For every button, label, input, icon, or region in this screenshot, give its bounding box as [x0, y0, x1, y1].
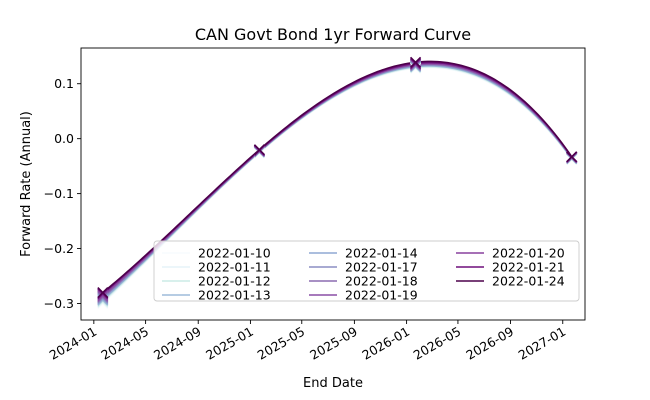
legend-label: 2022-01-19	[345, 288, 418, 303]
legend-label: 2022-01-11	[198, 260, 271, 275]
legend: 2022-01-102022-01-112022-01-122022-01-13…	[153, 240, 580, 303]
axes-frame	[80, 47, 586, 321]
y-tick-label: −0.2	[44, 241, 74, 256]
legend-label: 2022-01-13	[198, 288, 271, 303]
legend-label: 2022-01-10	[198, 246, 271, 261]
legend-label: 2022-01-20	[492, 246, 565, 261]
legend-label: 2022-01-24	[492, 274, 565, 289]
data-point-10-2	[410, 56, 422, 68]
legend-label: 2022-01-21	[492, 260, 565, 275]
y-tick-label: −0.3	[44, 296, 74, 311]
legend-label: 2022-01-17	[345, 260, 418, 275]
chart-title: CAN Govt Bond 1yr Forward Curve	[195, 25, 471, 44]
series-line-10	[102, 60, 573, 294]
y-tick-label: 0.1	[54, 76, 74, 91]
legend-label: 2022-01-14	[345, 246, 418, 261]
data-point-10-3	[566, 151, 578, 163]
legend-box	[153, 240, 580, 302]
plot-area	[97, 56, 578, 310]
y-tick-label: −0.1	[44, 186, 74, 201]
data-point-10-0	[97, 286, 109, 299]
x-axis-label: End Date	[303, 376, 363, 391]
y-tick-label: 0.0	[54, 131, 74, 146]
legend-label: 2022-01-12	[198, 274, 271, 289]
legend-label: 2022-01-18	[345, 274, 418, 289]
data-point-10-1	[253, 144, 265, 156]
y-axis-label: Forward Rate (Annual)	[19, 111, 34, 257]
series-group	[97, 56, 578, 310]
